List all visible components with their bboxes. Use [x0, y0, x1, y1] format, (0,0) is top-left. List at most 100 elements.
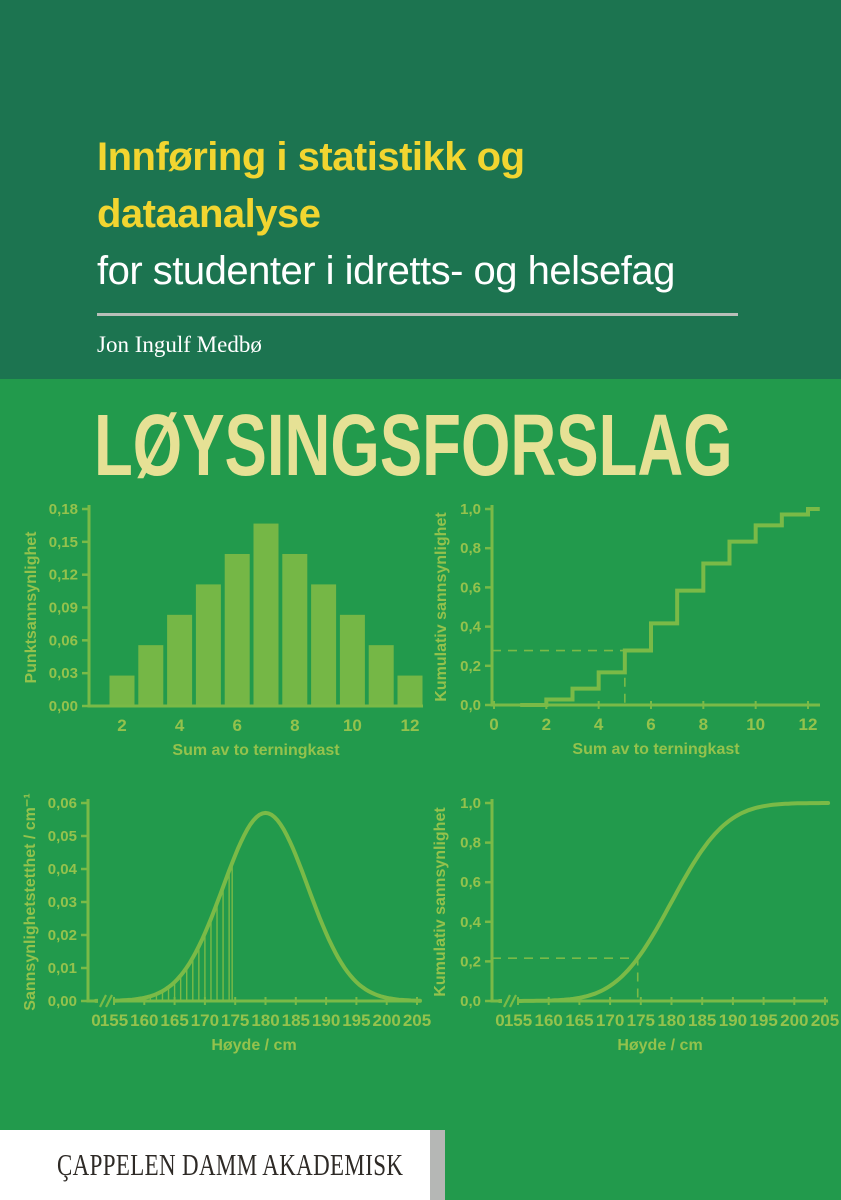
svg-text:0: 0 — [91, 1011, 100, 1030]
svg-text:0,6: 0,6 — [460, 579, 481, 596]
bar — [339, 614, 365, 706]
cdf-curve — [497, 801, 831, 1003]
axes — [490, 799, 828, 1003]
bar — [397, 675, 423, 706]
y-ticks: 0,00 0,01 0,02 0,03 0,04 0,05 0,06 — [48, 795, 88, 1010]
svg-text:0,12: 0,12 — [49, 567, 78, 584]
svg-text:8: 8 — [699, 715, 708, 734]
svg-text:165: 165 — [565, 1011, 593, 1030]
svg-text:6: 6 — [646, 715, 655, 734]
svg-text:0,4: 0,4 — [460, 914, 482, 931]
svg-text:195: 195 — [749, 1011, 777, 1030]
svg-text:10: 10 — [746, 715, 765, 734]
svg-text:12: 12 — [401, 716, 420, 735]
svg-text:165: 165 — [160, 1011, 188, 1030]
svg-text:1,0: 1,0 — [460, 795, 481, 812]
svg-text:12: 12 — [799, 715, 818, 734]
bar — [311, 584, 337, 706]
bar — [195, 584, 221, 706]
density-curve — [93, 810, 422, 1003]
svg-text:155: 155 — [504, 1011, 532, 1030]
x-axis-label: Sum av to terningkast — [572, 741, 740, 758]
book-title-line2: dataanalyse — [97, 192, 321, 236]
svg-text:0,18: 0,18 — [49, 501, 78, 518]
publisher-band: ÇAPPELEN DAMM AKADEMISK — [0, 1130, 430, 1200]
svg-text:2: 2 — [117, 716, 126, 735]
svg-text:0,2: 0,2 — [460, 953, 481, 970]
chart-height-cdf: 0,0 0,2 0,4 0,6 0,8 1,0 0 155 160 165 170 175 180 185… — [432, 795, 839, 1054]
svg-text:0,15: 0,15 — [49, 534, 78, 551]
svg-text:0,03: 0,03 — [49, 665, 78, 682]
svg-text:0,06: 0,06 — [49, 632, 78, 649]
svg-text:2: 2 — [542, 715, 551, 734]
divider-line — [97, 313, 738, 316]
svg-text:0,2: 0,2 — [460, 658, 481, 675]
svg-text:0,03: 0,03 — [48, 894, 77, 911]
svg-text:205: 205 — [403, 1011, 431, 1030]
svg-text:0,0: 0,0 — [460, 697, 481, 714]
svg-text:6: 6 — [232, 716, 241, 735]
series — [497, 801, 831, 1003]
y-axis-label: Punktsannsynlighet — [23, 531, 40, 684]
bar — [109, 675, 135, 706]
y-axis-label: Sannsynlighetstetthet / cm⁻¹ — [22, 793, 39, 1010]
x-ticks: 0 155 160 165 170 175 180 185 190 195 200 205 — [495, 997, 839, 1030]
svg-text:195: 195 — [342, 1011, 370, 1030]
svg-text:10: 10 — [343, 716, 362, 735]
y-ticks: 0,0 0,2 0,4 0,6 0,8 1,0 — [460, 795, 492, 1010]
series — [520, 507, 820, 707]
body-section: LØYSINGSFORSLAG 0,00 0,03 0,06 0,09 0,12 0,15… — [0, 379, 841, 1200]
x-axis-label: Høyde / cm — [617, 1037, 702, 1054]
x-axis-label: Sum av to terningkast — [172, 742, 340, 759]
svg-text:160: 160 — [130, 1011, 158, 1030]
svg-text:190: 190 — [719, 1011, 747, 1030]
series — [109, 523, 423, 706]
svg-text:170: 170 — [596, 1011, 624, 1030]
solution-title: LØYSINGSFORSLAG — [94, 397, 733, 494]
chart-dice-cdf: 0,0 0,2 0,4 0,6 0,8 1,0 0 2 4 6 8 10 12 Sum av to ter… — [433, 501, 820, 758]
svg-text:0,04: 0,04 — [48, 861, 78, 878]
bar — [368, 645, 394, 706]
bar — [282, 553, 308, 706]
author-name: Jon Ingulf Medbø — [97, 332, 262, 357]
svg-text:0,00: 0,00 — [48, 993, 77, 1010]
x-ticks: 2 4 6 8 10 12 — [117, 716, 419, 735]
book-title-line1: Innføring i statistikk og — [97, 135, 525, 179]
x-ticks: 0 2 4 6 8 10 12 — [489, 701, 817, 734]
svg-text:0: 0 — [495, 1011, 504, 1030]
svg-text:200: 200 — [373, 1011, 401, 1030]
bars — [109, 523, 423, 706]
svg-text:185: 185 — [282, 1011, 310, 1030]
x-ticks: 0 155 160 165 170 175 180 185 190 195 200 205 — [91, 997, 431, 1030]
guide-dashed — [492, 649, 626, 705]
axes — [490, 505, 820, 707]
chart-height-pdf: 0,000,010,020,030,040,050,060 155 160 165 17… — [22, 793, 431, 1054]
svg-text:170: 170 — [191, 1011, 219, 1030]
svg-text:0,8: 0,8 — [460, 540, 481, 557]
bar — [253, 523, 279, 706]
svg-text:190: 190 — [312, 1011, 340, 1030]
svg-text:185: 185 — [688, 1011, 716, 1030]
svg-text:0,0: 0,0 — [460, 993, 481, 1010]
svg-text:175: 175 — [221, 1011, 249, 1030]
footer-gray-strip — [430, 1130, 445, 1200]
svg-text:0,6: 0,6 — [460, 874, 481, 891]
svg-text:0,02: 0,02 — [48, 927, 77, 944]
svg-text:8: 8 — [290, 716, 299, 735]
axis-break — [502, 994, 518, 1008]
hatch-lines — [143, 862, 233, 1000]
bar — [167, 614, 193, 706]
svg-text:205: 205 — [811, 1011, 839, 1030]
y-axis-label: Kumulativ sannsynlighet — [432, 807, 449, 997]
svg-text:4: 4 — [594, 715, 604, 734]
y-ticks: 0,0 0,2 0,4 0,6 0,8 1,0 — [460, 501, 492, 714]
y-axis-label: Kumulativ sannsynlighet — [433, 512, 450, 702]
series — [93, 810, 422, 1003]
y-ticks: 0,00 0,03 0,06 0,09 0,12 0,15 0,18 — [49, 501, 89, 715]
svg-text:0,01: 0,01 — [48, 960, 77, 977]
svg-text:4: 4 — [175, 716, 185, 735]
svg-text:175: 175 — [627, 1011, 655, 1030]
bar — [138, 645, 164, 706]
header-section: Innføring i statistikk og dataanalyse fo… — [0, 0, 841, 379]
